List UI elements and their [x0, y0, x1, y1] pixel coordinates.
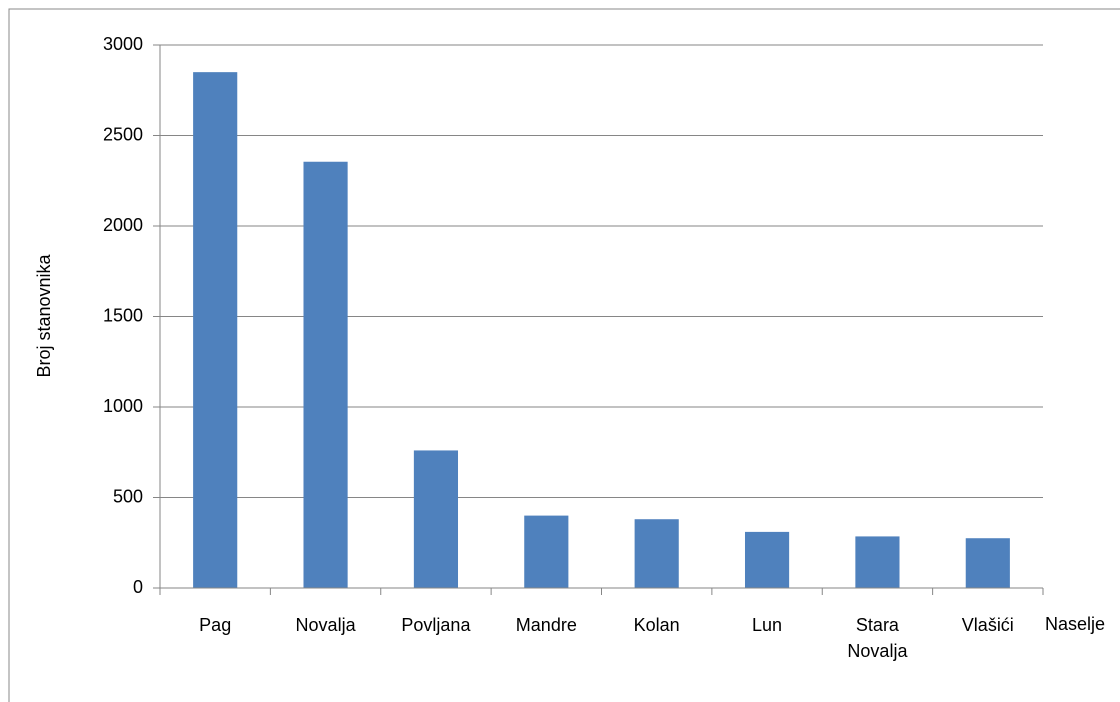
x-tick-label: Kolan	[633, 615, 680, 635]
x-tick-label: Mandre	[515, 615, 577, 635]
chart-frame	[8, 8, 1120, 702]
bar	[193, 72, 238, 588]
y-tick-label: 2000	[103, 215, 143, 235]
y-tick-label: 3000	[103, 34, 143, 54]
y-tick-label: 1500	[103, 305, 143, 325]
bar	[303, 161, 348, 588]
y-tick-label: 500	[113, 486, 143, 506]
bar	[855, 536, 900, 588]
x-tick-label: Povljana	[401, 615, 471, 635]
y-axis-title: Broj stanovnika	[34, 253, 54, 377]
x-tick-label: Novalja	[295, 615, 356, 635]
x-tick-label: Vlašići	[961, 615, 1014, 635]
y-tick-label: 1000	[103, 396, 143, 416]
x-tick-label: Pag	[199, 615, 232, 635]
y-tick-label: 0	[133, 577, 143, 597]
bar	[524, 515, 569, 588]
bar	[413, 450, 459, 588]
x-tick-label: Stara Novalja	[847, 615, 908, 661]
bar	[744, 531, 790, 588]
bar	[634, 519, 679, 588]
x-axis-title: Naselje	[1045, 614, 1105, 634]
y-tick-label: 2500	[103, 124, 143, 144]
bar	[965, 538, 1010, 588]
x-tick-label: Lun	[752, 615, 783, 635]
